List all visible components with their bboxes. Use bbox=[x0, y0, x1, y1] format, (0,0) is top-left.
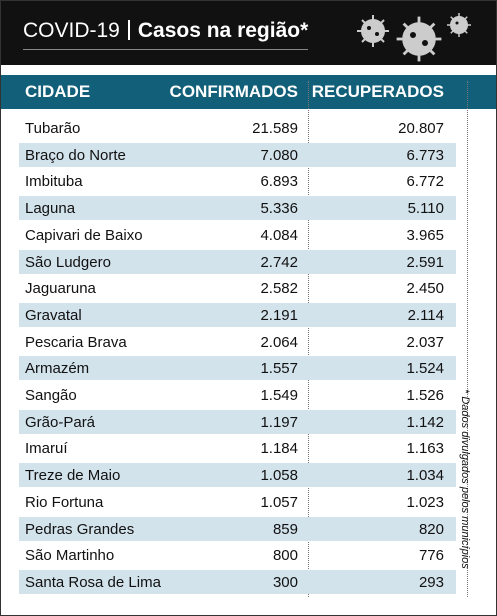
confirmed-cell: 1.057 bbox=[260, 493, 298, 511]
recovered-cell: 1.142 bbox=[406, 413, 444, 431]
city-cell: Sangão bbox=[25, 387, 77, 404]
table-row: Laguna 5.336 5.110 bbox=[19, 196, 456, 221]
recovered-cell: 20.807 bbox=[398, 120, 444, 137]
recovered-cell: 2.450 bbox=[406, 280, 444, 298]
city-cell: Gravatal bbox=[25, 306, 82, 324]
title-text: Casos na região* bbox=[137, 19, 309, 42]
confirmed-cell: 859 bbox=[272, 520, 298, 538]
recovered-cell: 2.591 bbox=[406, 253, 444, 271]
recovered-cell: 2.114 bbox=[407, 306, 444, 324]
table-row: Jaguaruna 2.582 2.450 bbox=[19, 276, 456, 300]
recovered-cell: 6.773 bbox=[406, 146, 444, 164]
city-cell: Imaruí bbox=[25, 440, 68, 458]
city-cell: Treze de Maio bbox=[25, 467, 121, 485]
city-cell: Tubarão bbox=[25, 120, 81, 137]
table-row: Imaruí 1.184 1.163 bbox=[19, 436, 456, 460]
city-cell: São Ludgero bbox=[25, 253, 111, 271]
table-row: Tubarão 21.589 20.807 bbox=[19, 116, 456, 140]
confirmed-cell: 1.058 bbox=[260, 467, 298, 485]
recovered-cell: 820 bbox=[418, 520, 444, 538]
title: COVID-19 Casos na região* bbox=[23, 19, 308, 43]
city-cell: Rio Fortuna bbox=[25, 493, 104, 511]
table-row: Pedras Grandes 859 820 bbox=[19, 516, 456, 541]
recovered-cell: 2.037 bbox=[406, 333, 444, 351]
table-row: Sangão 1.549 1.526 bbox=[19, 383, 456, 407]
confirmed-cell: 2.582 bbox=[260, 280, 298, 298]
column-header: RECUPERADOS bbox=[311, 82, 444, 101]
table-row: Santa Rosa de Lima 300 293 bbox=[19, 569, 456, 594]
underline bbox=[23, 49, 308, 50]
confirmed-cell: 1.557 bbox=[260, 360, 298, 378]
confirmed-cell: 800 bbox=[272, 547, 298, 565]
confirmed-cell: 21.589 bbox=[252, 120, 298, 137]
column-header: CIDADE bbox=[25, 82, 91, 101]
recovered-cell: 5.110 bbox=[407, 200, 444, 218]
city-cell: Capivari de Baixo bbox=[25, 226, 143, 244]
city-cell: Armazém bbox=[25, 360, 90, 378]
confirmed-cell: 7.080 bbox=[260, 146, 298, 164]
city-cell: Laguna bbox=[25, 200, 76, 218]
recovered-cell: 776 bbox=[418, 547, 444, 565]
city-cell: Braço do Norte bbox=[25, 146, 126, 164]
table-row: Treze de Maio 1.058 1.034 bbox=[19, 463, 456, 488]
header-bar: COVID-19 Casos na região* bbox=[1, 1, 496, 65]
table-row: Grão-Pará 1.197 1.142 bbox=[19, 409, 456, 434]
recovered-cell: 6.772 bbox=[406, 173, 444, 191]
recovered-cell: 1.034 bbox=[406, 467, 444, 485]
table-row: Capivari de Baixo 4.084 3.965 bbox=[19, 223, 456, 247]
city-cell: São Martinho bbox=[25, 547, 115, 565]
table-row: Rio Fortuna 1.057 1.023 bbox=[19, 490, 456, 514]
recovered-cell: 1.023 bbox=[406, 493, 444, 511]
city-cell: Jaguaruna bbox=[25, 280, 96, 298]
city-cell: Pescaria Brava bbox=[25, 333, 127, 351]
column-divider bbox=[467, 81, 468, 597]
city-cell: Imbituba bbox=[25, 173, 83, 191]
confirmed-cell: 1.197 bbox=[260, 413, 298, 431]
confirmed-cell: 2.064 bbox=[260, 333, 298, 351]
table-row: São Martinho 800 776 bbox=[19, 543, 456, 567]
recovered-cell: 1.526 bbox=[406, 387, 444, 404]
virus-icons bbox=[357, 12, 472, 63]
table-header: CIDADE CONFIRMADOS RECUPERADOS bbox=[1, 75, 496, 109]
recovered-cell: 3.965 bbox=[406, 226, 444, 244]
table-row: Gravatal 2.191 2.114 bbox=[19, 302, 456, 327]
footnote: * Dados divulgados pelos municípios bbox=[459, 389, 471, 569]
table-row: Braço do Norte 7.080 6.773 bbox=[19, 142, 456, 167]
recovered-cell: 1.163 bbox=[406, 440, 444, 458]
separator bbox=[127, 20, 130, 40]
city-cell: Grão-Pará bbox=[25, 413, 96, 431]
confirmed-cell: 4.084 bbox=[260, 226, 298, 244]
recovered-cell: 1.524 bbox=[406, 360, 444, 378]
confirmed-cell: 5.336 bbox=[260, 200, 298, 218]
column-header: CONFIRMADOS bbox=[169, 82, 298, 101]
table-row: Armazém 1.557 1.524 bbox=[19, 356, 456, 381]
title-label: COVID-19 bbox=[23, 19, 120, 42]
table-row: Pescaria Brava 2.064 2.037 bbox=[19, 330, 456, 354]
city-cell: Pedras Grandes bbox=[25, 520, 135, 538]
confirmed-cell: 6.893 bbox=[260, 173, 298, 191]
confirmed-cell: 300 bbox=[272, 573, 298, 591]
city-cell: Santa Rosa de Lima bbox=[25, 573, 161, 591]
confirmed-cell: 1.549 bbox=[260, 387, 298, 404]
recovered-cell: 293 bbox=[418, 573, 444, 591]
column-divider bbox=[308, 81, 309, 597]
confirmed-cell: 2.742 bbox=[260, 253, 298, 271]
table-row: São Ludgero 2.742 2.591 bbox=[19, 249, 456, 274]
table-row: Imbituba 6.893 6.772 bbox=[19, 169, 456, 193]
confirmed-cell: 1.184 bbox=[260, 440, 298, 458]
confirmed-cell: 2.191 bbox=[260, 306, 298, 324]
